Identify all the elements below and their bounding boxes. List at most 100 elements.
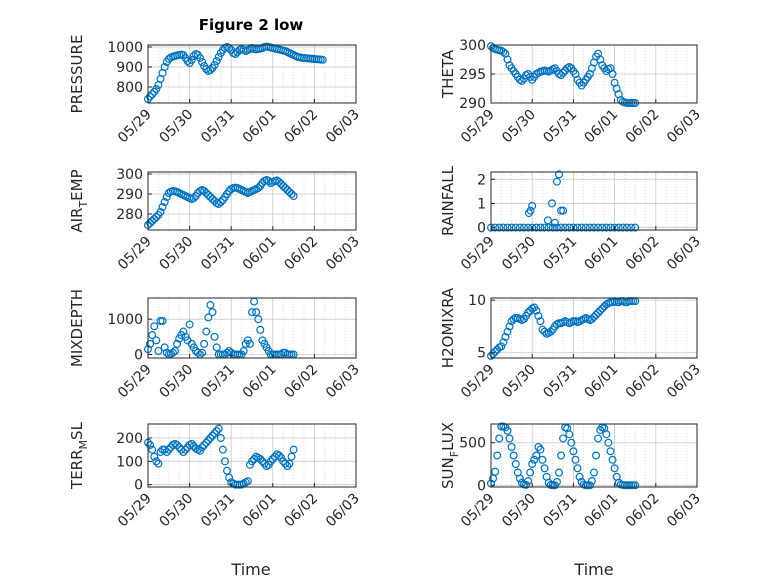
data-point — [289, 192, 298, 201]
data-point — [507, 442, 516, 451]
data-point — [202, 189, 211, 198]
data-point — [559, 68, 568, 77]
y-axis-label: H2OMIXRA — [439, 287, 457, 368]
data-point — [557, 223, 566, 232]
x-tick-label: 05/30 — [157, 234, 197, 274]
y-tick-label: 0 — [477, 221, 486, 237]
x-tick-label: 06/01 — [582, 362, 622, 402]
data-point — [604, 438, 613, 447]
data-point — [146, 441, 155, 450]
y-tick-label: 100 — [116, 454, 143, 470]
x-tick-label: 06/02 — [623, 491, 663, 531]
data-point — [493, 451, 502, 460]
data-point — [248, 457, 257, 466]
data-point — [532, 451, 541, 460]
axes-box — [490, 171, 698, 231]
data-point — [499, 47, 508, 56]
x-tick-label: 06/02 — [623, 107, 663, 147]
axes-box — [490, 423, 698, 488]
data-point — [602, 430, 611, 439]
x-tick-label: 05/31 — [198, 107, 238, 147]
data-point — [148, 331, 157, 340]
x-axis-label-right: Time — [573, 560, 613, 579]
data-point — [285, 188, 294, 197]
data-point — [499, 338, 508, 347]
data-point — [200, 187, 209, 196]
y-axis-label: MIXDEPTH — [68, 289, 86, 367]
data-point — [548, 223, 557, 232]
x-tick-label: 06/01 — [240, 234, 280, 274]
data-point — [196, 53, 205, 62]
data-point — [509, 451, 518, 460]
data-point — [557, 451, 566, 460]
data-point — [592, 310, 601, 319]
y-tick-label: 295 — [459, 67, 486, 83]
x-tick-label: 05/29 — [458, 234, 498, 274]
data-point — [517, 76, 526, 85]
x-tick-label: 06/03 — [323, 234, 363, 274]
subplot-4: 0 1 2 05/29 05/30 05/31 06/01 06/02 06/03 RAINFAL… — [439, 165, 704, 273]
data-point — [198, 443, 207, 452]
data-point — [154, 459, 163, 468]
data-point — [193, 348, 202, 357]
x-tick-label: 05/31 — [198, 234, 238, 274]
data-point — [585, 223, 594, 232]
subplot-6: 5 10 05/29 05/30 05/31 06/01 06/02 06/03 H2OMIXR… — [439, 287, 704, 401]
data-point — [522, 480, 531, 489]
data-point — [606, 447, 615, 456]
x-tick-label: 05/29 — [115, 491, 155, 531]
data-point — [206, 193, 215, 202]
data-point — [216, 434, 225, 443]
data-point — [540, 327, 549, 336]
x-tick-label: 06/01 — [240, 362, 280, 402]
data-point — [573, 223, 582, 232]
data-point — [243, 477, 252, 486]
data-point — [524, 477, 533, 486]
data-point — [497, 342, 506, 351]
data-point — [511, 223, 520, 232]
data-point — [552, 477, 561, 486]
data-point — [210, 60, 219, 69]
figure-title: Figure 2 low — [199, 16, 304, 34]
data-point — [206, 434, 215, 443]
data-point — [594, 434, 603, 443]
y-axis-label: AIRTEMP — [68, 169, 90, 232]
x-tick-label: 05/31 — [540, 491, 580, 531]
y-tick-label: 280 — [116, 207, 143, 223]
data-point — [283, 186, 292, 195]
data-point — [256, 455, 265, 464]
y-tick-label: 5 — [477, 346, 486, 362]
data-point — [587, 477, 596, 486]
data-point — [283, 462, 292, 471]
y-tick-label: 1000 — [107, 40, 143, 56]
data-point — [206, 65, 215, 74]
data-point — [204, 191, 213, 200]
data-point — [559, 434, 568, 443]
y-tick-label: 500 — [459, 436, 486, 452]
y-tick-label: 290 — [459, 96, 486, 112]
y-tick-label: 300 — [116, 167, 143, 183]
data-point — [266, 457, 275, 466]
x-tick-label: 06/02 — [623, 362, 663, 402]
data-point — [179, 327, 188, 336]
data-point — [214, 52, 223, 61]
axes-box — [147, 297, 357, 359]
data-point — [318, 55, 327, 64]
data-point — [489, 349, 498, 358]
data-point — [185, 320, 194, 329]
data-point — [575, 472, 584, 481]
data-point — [158, 316, 167, 325]
data-point — [173, 441, 182, 450]
axes-box — [147, 171, 357, 231]
data-point — [627, 223, 636, 232]
data-point — [594, 223, 603, 232]
data-point — [594, 308, 603, 317]
data-point — [183, 56, 192, 65]
y-tick-label: 1000 — [107, 312, 143, 328]
data-point — [202, 438, 211, 447]
data-point — [538, 325, 547, 334]
data-point — [491, 467, 500, 476]
y-tick-label: 0 — [134, 347, 143, 363]
data-point — [503, 426, 512, 435]
